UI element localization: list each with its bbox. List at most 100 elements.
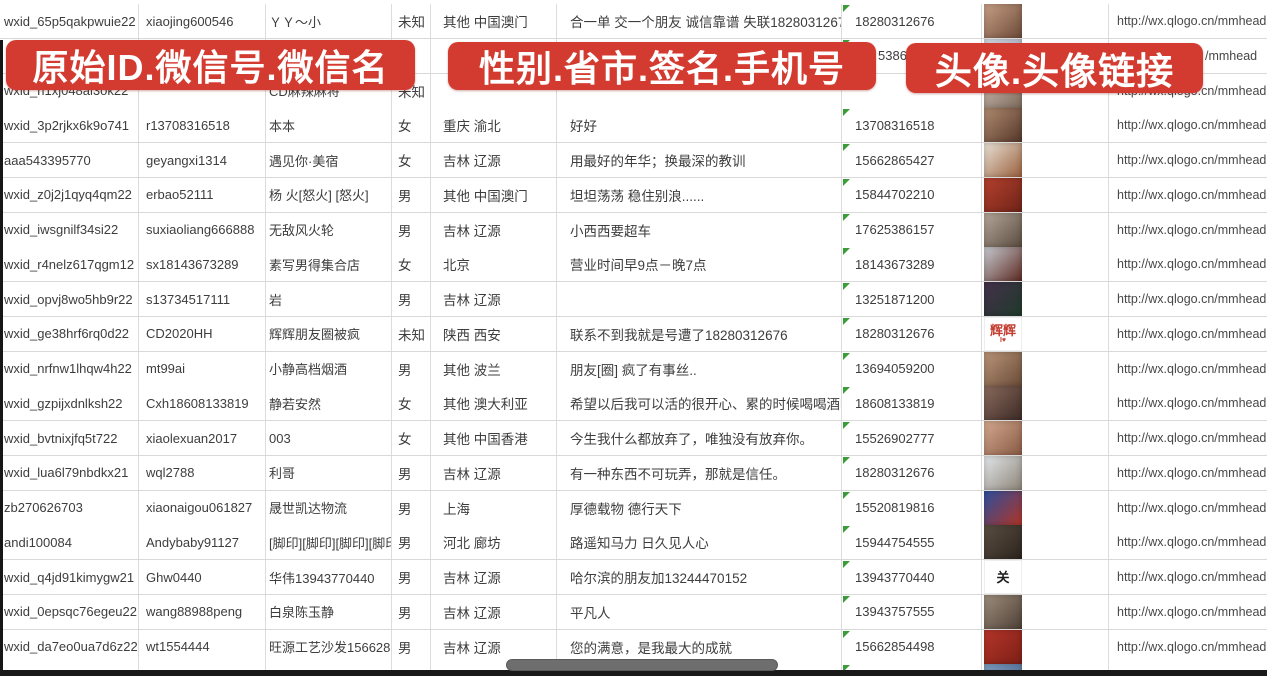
cell-phone[interactable]: 13943757555 <box>842 594 982 629</box>
cell-gender[interactable]: 女 <box>392 247 431 282</box>
cell-wechat-name[interactable]: ＹＹ～小 <box>266 4 392 38</box>
cell-wechat-name[interactable]: 利哥 <box>266 455 392 490</box>
cell-avatar[interactable] <box>982 525 1109 560</box>
cell-region[interactable]: 其他 波兰 <box>431 351 557 386</box>
cell-phone[interactable]: 15662854498 <box>842 629 982 664</box>
cell-avatar[interactable] <box>982 143 1109 177</box>
cell-wechat-id[interactable]: sx18143673289 <box>139 247 266 282</box>
cell-avatar-link[interactable]: http://wx.qlogo.cn/mmhead <box>1117 361 1267 376</box>
cell-avatar-link[interactable]: http://wx.qlogo.cn/mmhead <box>1117 14 1267 28</box>
cell-wechat-id[interactable]: wql2788 <box>139 455 266 490</box>
cell-wechat-id[interactable]: suxiaoliang666888 <box>139 212 266 247</box>
cell-signature[interactable]: 小西西要超车 <box>557 212 842 247</box>
cell-original-id[interactable]: wxid_lua6l79nbdkx21 <box>0 455 139 490</box>
cell-region[interactable]: 吉林 辽源 <box>431 629 557 664</box>
cell-gender[interactable] <box>392 38 431 73</box>
cell-gender[interactable]: 男 <box>392 455 431 490</box>
cell-wechat-name[interactable]: 静若安然 <box>266 386 392 421</box>
cell-wechat-name[interactable]: 旺源工艺沙发15662854 <box>266 629 392 664</box>
cell-region[interactable]: 陕西 西安 <box>431 316 557 351</box>
cell-avatar-link[interactable]: http://wx.qlogo.cn/mmhead <box>1117 257 1267 272</box>
cell-gender[interactable]: 男 <box>392 490 431 525</box>
cell-region[interactable]: 吉林 辽源 <box>431 594 557 629</box>
cell-signature[interactable]: 哈尔滨的朋友加13244470152 <box>557 560 842 594</box>
cell-avatar[interactable] <box>982 490 1109 525</box>
cell-gender[interactable]: 男 <box>392 525 431 560</box>
cell-gender[interactable]: 男 <box>392 351 431 386</box>
cell-wechat-id[interactable]: mt99ai <box>139 351 266 386</box>
cell-original-id[interactable]: wxid_q4jd91kimygw21 <box>0 560 139 594</box>
cell-region[interactable]: 其他 中国澳门 <box>431 4 557 38</box>
cell-signature[interactable] <box>557 282 842 316</box>
cell-original-id[interactable]: wxid_65p5qakpwuie22 <box>0 4 139 38</box>
cell-phone[interactable]: 13251871200 <box>842 282 982 316</box>
cell-phone[interactable]: 18143673289 <box>842 247 982 282</box>
cell-signature[interactable]: 今生我什么都放弃了，唯独没有放弃你。 <box>557 421 842 455</box>
cell-original-id[interactable]: wxid_iwsgnilf34si22 <box>0 212 139 247</box>
cell-avatar[interactable] <box>982 282 1109 316</box>
cell-wechat-id[interactable]: erbao52111 <box>139 177 266 212</box>
cell-region[interactable]: 其他 澳大利亚 <box>431 386 557 421</box>
cell-signature[interactable]: 用最好的年华；换最深的教训 <box>557 143 842 177</box>
cell-avatar-link[interactable]: http://wx.qlogo.cn/mmhead <box>1117 570 1267 584</box>
cell-wechat-id[interactable]: CD2020HH <box>139 316 266 351</box>
cell-region[interactable]: 吉林 辽源 <box>431 212 557 247</box>
cell-wechat-name[interactable]: 辉辉朋友圈被疯 <box>266 316 392 351</box>
cell-wechat-id[interactable]: wt1554444 <box>139 629 266 664</box>
cell-original-id[interactable]: wxid_gzpijxdnlksh22 <box>0 386 139 421</box>
cell-region[interactable]: 重庆 渝北 <box>431 108 557 143</box>
cell-region[interactable]: 吉林 辽源 <box>431 143 557 177</box>
cell-avatar[interactable] <box>982 177 1109 212</box>
cell-gender[interactable]: 女 <box>392 143 431 177</box>
cell-wechat-name[interactable]: 岩 <box>266 282 392 316</box>
cell-gender[interactable]: 男 <box>392 282 431 316</box>
cell-avatar[interactable] <box>982 455 1109 490</box>
cell-wechat-name[interactable]: 无敌风火轮 <box>266 212 392 247</box>
cell-signature[interactable]: 您的满意，是我最大的成就 <box>557 629 842 664</box>
cell-wechat-name[interactable]: 小静高档烟酒 <box>266 351 392 386</box>
cell-gender[interactable]: 男 <box>392 629 431 664</box>
cell-original-id[interactable]: wxid_3p2rjkx6k9o741 <box>0 108 139 143</box>
cell-phone[interactable]: 13694059200 <box>842 351 982 386</box>
cell-wechat-id[interactable]: xiaolexuan2017 <box>139 421 266 455</box>
cell-wechat-name[interactable]: 华伟13943770440 <box>266 560 392 594</box>
cell-avatar[interactable] <box>982 4 1109 38</box>
cell-signature[interactable]: 平凡人 <box>557 594 842 629</box>
cell-wechat-name[interactable]: 白泉陈玉静 <box>266 594 392 629</box>
cell-wechat-name[interactable]: 本本 <box>266 108 392 143</box>
cell-original-id[interactable]: wxid_z0j2j1qyq4qm22 <box>0 177 139 212</box>
cell-signature[interactable]: 营业时间早9点－晚7点 <box>557 247 842 282</box>
cell-original-id[interactable]: wxid_0epsqc76egeu22 <box>0 594 139 629</box>
cell-gender[interactable]: 男 <box>392 594 431 629</box>
cell-avatar[interactable] <box>982 629 1109 664</box>
cell-gender[interactable]: 女 <box>392 421 431 455</box>
cell-gender[interactable]: 男 <box>392 212 431 247</box>
cell-gender[interactable]: 男 <box>392 177 431 212</box>
cell-original-id[interactable]: aaa543395770 <box>0 143 139 177</box>
cell-signature[interactable] <box>557 73 842 108</box>
cell-wechat-name[interactable]: 遇见你·美宿 <box>266 143 392 177</box>
cell-gender[interactable]: 女 <box>392 108 431 143</box>
cell-phone[interactable]: 13943770440 <box>842 560 982 594</box>
horizontal-scrollbar-thumb[interactable] <box>506 659 778 671</box>
cell-region[interactable]: 河北 廊坊 <box>431 525 557 560</box>
cell-original-id[interactable]: wxid_nrfnw1lhqw4h22 <box>0 351 139 386</box>
cell-original-id[interactable]: andi100084 <box>0 525 139 560</box>
cell-wechat-id[interactable]: Andybaby91127 <box>139 525 266 560</box>
cell-signature[interactable]: 好好 <box>557 108 842 143</box>
cell-wechat-id[interactable]: s13734517111 <box>139 282 266 316</box>
cell-signature[interactable]: 路遥知马力 日久见人心 <box>557 525 842 560</box>
cell-avatar-link[interactable]: http://wx.qlogo.cn/mmhead <box>1117 222 1267 237</box>
cell-wechat-name[interactable]: [脚印][脚印][脚印][脚印 <box>266 525 392 560</box>
cell-signature[interactable]: 坦坦荡荡 稳住别浪...... <box>557 177 842 212</box>
cell-original-id[interactable]: wxid_da7eo0ua7d6z22 <box>0 629 139 664</box>
cell-wechat-id[interactable] <box>139 73 266 108</box>
cell-avatar[interactable] <box>982 351 1109 386</box>
cell-avatar[interactable] <box>982 212 1109 247</box>
cell-region[interactable] <box>431 73 557 108</box>
cell-phone[interactable]: 15844702210 <box>842 177 982 212</box>
cell-phone[interactable]: 15520819816 <box>842 490 982 525</box>
cell-wechat-id[interactable]: xiaojing600546 <box>139 4 266 38</box>
cell-wechat-id[interactable]: Ghw0440 <box>139 560 266 594</box>
cell-avatar-link[interactable]: http://wx.qlogo.cn/mmhead <box>1117 292 1267 306</box>
